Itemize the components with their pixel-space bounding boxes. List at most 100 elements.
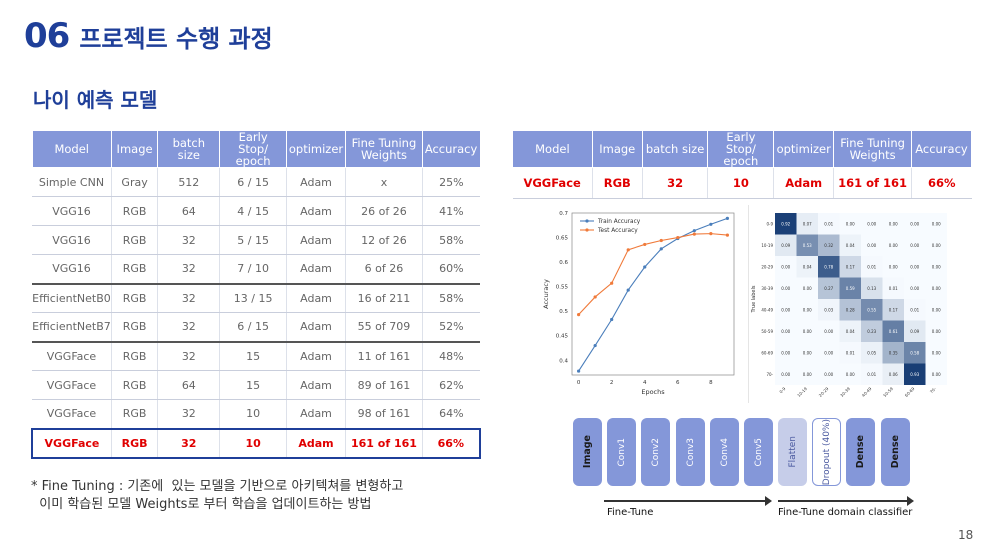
header-optimizer: optimizer (773, 130, 835, 168)
heatmap-value: 0.00 (932, 286, 941, 291)
cell-model: VGGFace (32, 399, 112, 429)
heatmap-cell (904, 277, 926, 299)
cell-early-stop: 15 (219, 370, 287, 400)
cell-batch-size: 32 (157, 427, 221, 459)
series-1-point (593, 295, 597, 299)
heatmap-x-tick: 20-29 (818, 386, 830, 398)
cell-optimizer: Adam (286, 312, 347, 342)
table-row: VGGFace RGB 32 10 Adam 161 of 161 66% (512, 167, 972, 199)
heatmap-cell (904, 256, 926, 278)
heatmap-value: 0.23 (867, 329, 876, 334)
heatmap-cell (861, 363, 883, 385)
heatmap-cell (904, 234, 926, 256)
cell-early-stop: 6 / 15 (219, 167, 287, 197)
heatmap-value: 0.00 (781, 372, 790, 377)
heatmap-value: 0.00 (846, 221, 855, 226)
heatmap-cell (861, 256, 883, 278)
cell-model: VGGFace (32, 370, 112, 400)
layer-conv3: Conv3 (676, 418, 705, 486)
table-row: VGGFace RGB 64 15 Adam 89 of 161 62% (32, 370, 480, 400)
cell-fine-tuning: 89 of 161 (345, 370, 423, 400)
heatmap-cell (818, 256, 840, 278)
cell-image: RGB (111, 225, 159, 255)
cell-model: EfficientNetB0 (32, 282, 112, 313)
cell-early-stop: 5 / 15 (219, 225, 287, 255)
cell-optimizer: Adam (286, 225, 347, 255)
heatmap-value: 0.03 (824, 307, 833, 312)
header-accuracy: Accuracy (910, 130, 973, 168)
heatmap-value: 0.01 (910, 307, 919, 312)
heatmap-cell (882, 363, 904, 385)
confusion-matrix-panel: 0.92 0.07 0.01 0.00 0.00 0.00 0.00 0.00 0.09 0.53… (748, 205, 958, 409)
cell-model: VGG16 (32, 225, 112, 255)
layer-label: Conv4 (719, 437, 730, 467)
heatmap-cell (925, 342, 947, 364)
footnote: * Fine Tuning : 기존에 있는 모델을 기반으로 아키텍쳐를 변형… (31, 478, 403, 514)
heatmap-cell (839, 277, 861, 299)
heatmap-cell (818, 213, 840, 235)
header-image: Image (110, 130, 159, 168)
heatmap-cell (796, 256, 818, 278)
layer-label: Conv1 (616, 437, 627, 467)
y-tick-label: 0.55 (556, 285, 569, 291)
series-line-1 (578, 233, 728, 315)
heatmap-y-tick: 70- (766, 372, 773, 377)
heatmap-cell (882, 299, 904, 321)
header-model: Model (512, 130, 593, 168)
y-tick-label: 0.6 (559, 260, 568, 266)
heatmap-value: 0.00 (781, 264, 790, 269)
heatmap-cell (796, 234, 818, 256)
legend-label-0: Train Accuracy (597, 219, 641, 225)
heatmap-value: 0.00 (932, 307, 941, 312)
heatmap-value: 0.01 (867, 264, 876, 269)
cell-batch-size: 64 (157, 370, 221, 400)
fine-tune-arrow (604, 496, 772, 506)
table-row: VGGFace RGB 32 15 Adam 11 of 161 48% (32, 340, 480, 371)
cell-batch-size: 32 (157, 312, 221, 342)
table-row: VGG16 RGB 64 4 / 15 Adam 26 of 26 41% (32, 196, 480, 226)
heatmap-value: 0.17 (846, 264, 855, 269)
heatmap-cell (796, 363, 818, 385)
heatmap-cell (818, 234, 840, 256)
classifier-arrow (778, 496, 914, 506)
heatmap-value: 0.00 (824, 329, 833, 334)
heatmap-cell (818, 299, 840, 321)
heatmap-cell (796, 213, 818, 235)
series-0-point (725, 216, 729, 220)
heatmap-value: 0.00 (824, 350, 833, 355)
cell-batch-size: 32 (157, 399, 221, 429)
cell-accuracy: 25% (422, 167, 480, 197)
heatmap-value: 0.00 (803, 350, 812, 355)
heatmap-cell (775, 342, 797, 364)
heatmap-value: 0.78 (824, 264, 833, 269)
heatmap-value: 0.00 (889, 221, 898, 226)
series-0-point (659, 247, 663, 251)
cell-accuracy: 66% (911, 167, 972, 199)
series-0-point (692, 229, 696, 233)
header-fine-tuning: Fine Tuning Weights (345, 130, 423, 168)
series-1-point (610, 281, 614, 285)
y-axis-label: Accuracy (542, 279, 550, 309)
page-title: 프로젝트 수행 과정 (79, 25, 273, 53)
heatmap-value: 0.00 (846, 372, 855, 377)
cell-image: RGB (111, 254, 159, 284)
heatmap-value: 0.13 (867, 286, 876, 291)
heatmap-cell (925, 234, 947, 256)
cell-fine-tuning: x (345, 167, 423, 197)
legend-marker-0 (585, 219, 589, 223)
header-optimizer: optimizer (285, 130, 347, 168)
heatmap-cell (925, 256, 947, 278)
heatmap-value: 0.00 (889, 264, 898, 269)
x-tick-label: 6 (676, 380, 680, 386)
heatmap-value: 0.35 (889, 350, 898, 355)
heatmap-value: 0.04 (803, 264, 812, 269)
fine-tune-label: Fine-Tune (607, 507, 654, 518)
legend-label-1: Test Accuracy (597, 228, 638, 234)
cell-fine-tuning: 6 of 26 (345, 254, 423, 284)
heatmap-value: 0.09 (781, 243, 790, 248)
cell-fine-tuning: 55 of 709 (345, 312, 423, 342)
heatmap-value: 0.55 (867, 307, 876, 312)
header-batch-size: batch size (641, 130, 709, 168)
heatmap-cell (861, 234, 883, 256)
heatmap-cell (775, 320, 797, 342)
